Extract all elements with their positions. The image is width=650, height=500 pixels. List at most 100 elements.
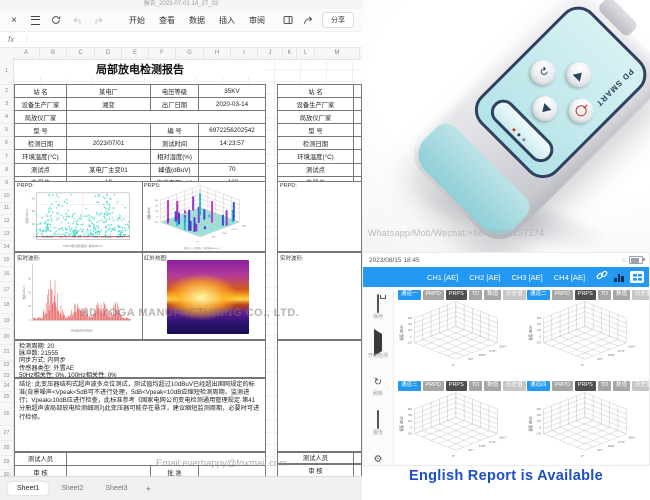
row-header-1[interactable]: 1 [0,57,13,85]
row-header-15[interactable]: 15 [0,254,13,267]
menu-tab-1[interactable]: 开始 [129,15,145,25]
tab-prpd[interactable]: PRPD [551,381,573,391]
row-header-9[interactable]: 9 [0,177,13,190]
column-header-B[interactable]: B [40,48,67,59]
sidebar-item-settings[interactable]: ⚙设置 [363,449,393,465]
row-header-29[interactable]: 29 [0,456,13,470]
share-button[interactable]: 分享 [322,12,354,28]
menu-tab-4[interactable]: 插入 [219,15,235,25]
row-header-12[interactable]: 12 [0,215,13,229]
sheet-tab-sheet2[interactable]: Sheet2 [61,485,84,492]
row-header-24[interactable]: 24 [0,382,13,393]
tab-prps[interactable]: PRPS [574,381,596,391]
column-header-L[interactable]: L [297,48,315,59]
sidebar-item-save[interactable]: 保存 [363,294,393,321]
channel-tab-1[interactable]: CH1 [AE] [426,272,459,282]
row-header-20[interactable]: 20 [0,329,13,345]
row-header-21[interactable]: 21 [0,345,13,361]
row-header-26[interactable]: 26 [0,403,13,426]
sheet-tab-sheet3[interactable]: Sheet3 [105,485,128,492]
channel-tab-3[interactable]: CH3 [AE] [511,272,543,282]
sidebar-item-report[interactable]: 报告 [363,409,393,437]
row-header-19[interactable]: 19 [0,314,13,330]
add-sheet-button[interactable]: + [145,483,151,494]
tab-prpd[interactable]: PRPD [422,381,444,391]
row-header-23[interactable]: 23 [0,371,13,382]
column-header-E[interactable]: E [122,48,149,59]
tab-历史值[interactable]: 历史值 [632,290,649,300]
column-header-D[interactable]: D [95,48,122,59]
menu-icon[interactable] [29,14,41,26]
row-header-28[interactable]: 28 [0,441,13,456]
menu-tab-5[interactable]: 审阅 [249,15,265,25]
sidebar-item-start-detect[interactable]: 开始检测 [363,328,393,360]
close-icon[interactable]: × [11,14,17,26]
channel-tab-4[interactable]: CH4 [AE] [553,272,586,282]
column-header-J[interactable]: J [258,48,283,59]
tab-prps[interactable]: PRPS [574,290,596,300]
row-header-27[interactable]: 27 [0,426,13,441]
tab-历史值[interactable]: 历史值 [503,381,526,391]
menu-tab-2[interactable]: 查看 [159,15,175,25]
chart-icon[interactable] [614,273,624,282]
tab-channel-1[interactable]: 通道一 [398,290,421,300]
column-header-G[interactable]: G [176,48,204,59]
share-curve-icon[interactable] [302,14,314,26]
row-header-4[interactable]: 4 [0,111,13,125]
column-header-M[interactable]: M [315,48,360,59]
review-value[interactable] [66,465,150,477]
tab-数值[interactable]: 数值 [613,381,631,391]
row-header-11[interactable]: 11 [0,203,13,216]
tab-channel-3[interactable]: 通道三 [398,381,421,391]
tab-数值[interactable]: 数值 [484,290,502,300]
row-header-18[interactable]: 18 [0,298,13,314]
tab-数值[interactable]: 数值 [484,381,502,391]
tab-prps[interactable]: PRPS [445,381,467,391]
tab-prpd[interactable]: PRPD [551,290,573,300]
row-header-5[interactable]: 5 [0,124,13,138]
row-header-13[interactable]: 13 [0,228,13,241]
row-header-7[interactable]: 7 [0,150,13,164]
tab-历史值[interactable]: 历史值 [632,381,649,391]
tab-channel-4[interactable]: 通道四 [527,381,550,391]
row-header-30[interactable]: 30 [0,470,13,477]
tab-td[interactable]: TD [468,290,483,300]
sheet-content[interactable]: 局部放电检测报告 站 名某电厂 电压等级 35KV 设备生产厂家 湘变 出厂日期 2020-… [14,57,362,477]
tab-channel-2[interactable]: 通道二 [527,290,550,300]
tab-数值[interactable]: 数值 [613,290,631,300]
sidebar-item-refresh[interactable]: ↻ 刷新 [363,372,393,398]
column-header-F[interactable]: F [149,48,176,59]
tab-历史值[interactable]: 历史值 [503,290,526,300]
report-grid-icon[interactable] [630,271,644,283]
sync-icon[interactable] [50,14,62,26]
tab-prps[interactable]: PRPS [445,290,467,300]
row-header-2[interactable]: 2 [0,85,13,99]
tab-prpd[interactable]: PRPD [422,290,444,300]
row-header-17[interactable]: 17 [0,282,13,298]
row-header-22[interactable]: 22 [0,361,13,372]
undo-icon[interactable] [71,14,83,26]
row-header-16[interactable]: 16 [0,267,13,283]
column-header-A[interactable]: A [13,48,40,59]
row-header-3[interactable]: 3 [0,98,13,112]
column-header-I[interactable]: I [231,48,258,59]
menu-tab-3[interactable]: 数据 [189,15,205,25]
panel-toggle-icon[interactable] [282,14,294,26]
row-header-14[interactable]: 14 [0,241,13,254]
column-header-K[interactable]: K [283,48,297,59]
sheet-tab-sheet1[interactable]: Sheet1 [8,482,49,495]
tab-td[interactable]: TD [597,290,612,300]
row-header-8[interactable]: 8 [0,164,13,177]
row-header-25[interactable]: 25 [0,392,13,403]
tester-value[interactable] [66,452,265,465]
formula-input[interactable] [27,32,362,47]
column-header-C[interactable]: C [67,48,95,59]
column-header-H[interactable]: H [204,48,231,59]
tab-td[interactable]: TD [597,381,612,391]
tab-td[interactable]: TD [468,381,483,391]
row-header-6[interactable]: 6 [0,137,13,151]
redo-icon[interactable] [92,14,104,26]
approve-value[interactable] [198,465,264,477]
row-header-10[interactable]: 10 [0,190,13,203]
link-icon[interactable] [596,268,608,286]
